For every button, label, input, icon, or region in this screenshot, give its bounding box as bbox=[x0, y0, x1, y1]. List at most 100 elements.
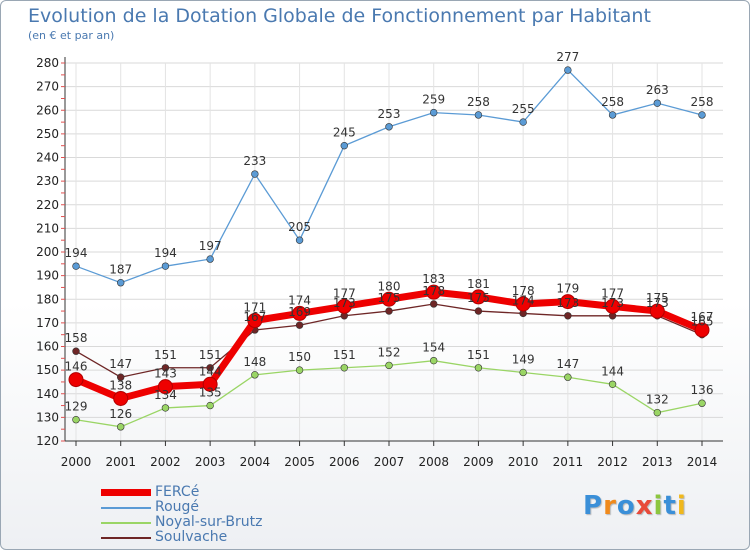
data-label-soulvache-2006: 173 bbox=[333, 296, 356, 310]
y-tick-label-210: 210 bbox=[36, 221, 59, 235]
y-tick-label-170: 170 bbox=[36, 316, 59, 330]
data-label-soulvache-2003: 151 bbox=[199, 348, 222, 362]
logo-letter: i bbox=[676, 491, 687, 521]
data-label-soulvache-2001: 147 bbox=[109, 357, 132, 371]
point-ferc--2011 bbox=[560, 294, 576, 310]
point-roug--2001 bbox=[117, 279, 125, 287]
legend-swatch-roug- bbox=[101, 506, 151, 509]
data-label-noyal-sur-brutz-2006: 151 bbox=[333, 348, 356, 362]
data-label-noyal-sur-brutz-2000: 129 bbox=[65, 400, 88, 414]
chart-title: Evolution de la Dotation Globale de Fonc… bbox=[28, 5, 651, 27]
legend-item-noyal-sur-brutz: Noyal-sur-Brutz bbox=[101, 515, 263, 530]
axes: 120 130 140 150 160 170 180 190 200 210 220 230 240 2… bbox=[36, 56, 723, 469]
data-label-noyal-sur-brutz-2010: 149 bbox=[512, 352, 535, 366]
point-ferc--2006 bbox=[336, 298, 352, 314]
data-label-ferc--2004: 171 bbox=[243, 301, 266, 315]
data-label-roug--2007: 253 bbox=[378, 107, 401, 121]
point-ferc--2002 bbox=[157, 379, 173, 395]
legend-item-ferc-: FERCé bbox=[101, 485, 263, 500]
point-soulvache-2011 bbox=[564, 312, 572, 320]
point-noyal-sur-brutz-2007 bbox=[385, 361, 393, 370]
data-label-roug--2013: 263 bbox=[646, 83, 669, 97]
data-label-soulvache-2009: 175 bbox=[467, 291, 490, 305]
legend-swatch-ferc- bbox=[101, 489, 151, 496]
point-noyal-sur-brutz-2005 bbox=[295, 366, 304, 374]
y-tick-label-230: 230 bbox=[36, 174, 59, 188]
y-tick-label-220: 220 bbox=[36, 198, 59, 212]
data-label-roug--2005: 205 bbox=[288, 220, 311, 234]
y-tick-label-120: 120 bbox=[36, 434, 59, 448]
data-label-ferc--2009: 181 bbox=[467, 277, 490, 291]
data-label-ferc--2014: 167 bbox=[691, 310, 714, 324]
point-ferc--2001 bbox=[113, 390, 129, 406]
x-tick-label-2003: 2003 bbox=[195, 455, 226, 469]
data-label-roug--2006: 245 bbox=[333, 126, 356, 140]
point-ferc--2009 bbox=[470, 289, 486, 305]
data-label-soulvache-2013: 173 bbox=[646, 296, 669, 310]
point-noyal-sur-brutz-2012 bbox=[608, 380, 617, 388]
y-tick-label-190: 190 bbox=[36, 269, 59, 283]
point-roug--2007 bbox=[385, 123, 393, 131]
x-tick-label-2005: 2005 bbox=[284, 455, 315, 469]
y-tick-label-250: 250 bbox=[36, 127, 59, 141]
point-ferc--2000 bbox=[68, 372, 84, 388]
legend-label-roug-: Rougé bbox=[155, 499, 200, 515]
point-roug--2000 bbox=[72, 262, 80, 270]
y-tick-label-280: 280 bbox=[36, 56, 59, 70]
point-roug--2014 bbox=[698, 111, 706, 119]
x-tick-label-2002: 2002 bbox=[150, 455, 181, 469]
legend-label-noyal-sur-brutz: Noyal-sur-Brutz bbox=[155, 514, 263, 530]
data-label-noyal-sur-brutz-2012: 144 bbox=[601, 364, 624, 378]
point-noyal-sur-brutz-2000 bbox=[72, 416, 80, 424]
y-tick-label-180: 180 bbox=[36, 292, 59, 306]
data-label-noyal-sur-brutz-2008: 154 bbox=[422, 341, 445, 355]
logo-letter: t bbox=[663, 491, 677, 521]
point-soulvache-2005 bbox=[295, 321, 304, 329]
x-tick-label-2001: 2001 bbox=[105, 455, 136, 469]
data-label-noyal-sur-brutz-2005: 150 bbox=[288, 350, 311, 364]
point-ferc--2013 bbox=[649, 303, 665, 319]
point-noyal-sur-brutz-2010 bbox=[519, 368, 527, 377]
data-label-ferc--2002: 143 bbox=[154, 367, 177, 381]
point-ferc--2003 bbox=[202, 376, 218, 392]
point-roug--2003 bbox=[206, 255, 214, 263]
data-label-noyal-sur-brutz-2011: 147 bbox=[556, 357, 579, 371]
point-noyal-sur-brutz-2006 bbox=[340, 364, 348, 372]
x-tick-label-2004: 2004 bbox=[240, 455, 271, 469]
data-label-noyal-sur-brutz-2014: 136 bbox=[691, 383, 714, 397]
data-label-soulvache-2005: 169 bbox=[288, 305, 311, 319]
point-ferc--2007 bbox=[381, 291, 397, 307]
data-labels: 194 187 194 197 233 205 245 253 259 258 255 277 258 2… bbox=[65, 50, 714, 421]
data-label-soulvache-2010: 174 bbox=[512, 293, 535, 307]
data-label-ferc--2006: 177 bbox=[333, 286, 356, 300]
data-label-roug--2004: 233 bbox=[243, 154, 266, 168]
data-label-roug--2010: 255 bbox=[512, 102, 535, 116]
y-tick-label-200: 200 bbox=[36, 245, 59, 259]
point-ferc--2012 bbox=[605, 298, 621, 314]
point-ferc--2010 bbox=[515, 296, 531, 312]
point-ferc--2005 bbox=[292, 305, 308, 321]
point-roug--2002 bbox=[161, 262, 170, 270]
x-tick-label-2013: 2013 bbox=[642, 455, 673, 469]
point-noyal-sur-brutz-2011 bbox=[564, 373, 572, 381]
proxiti-logo: Proxiti bbox=[583, 491, 687, 521]
x-tick-label-2014: 2014 bbox=[687, 455, 718, 469]
point-soulvache-2000 bbox=[72, 347, 80, 355]
x-tick-label-2012: 2012 bbox=[597, 455, 628, 469]
data-label-noyal-sur-brutz-2002: 134 bbox=[154, 388, 177, 402]
legend-item-roug-: Rougé bbox=[101, 500, 263, 515]
data-label-ferc--2000: 146 bbox=[65, 360, 88, 374]
point-noyal-sur-brutz-2014 bbox=[698, 399, 706, 407]
data-label-ferc--2001: 138 bbox=[109, 378, 132, 392]
point-soulvache-2001 bbox=[117, 373, 125, 381]
data-label-roug--2012: 258 bbox=[601, 95, 624, 109]
x-tick-label-2010: 2010 bbox=[508, 455, 539, 469]
data-label-noyal-sur-brutz-2009: 151 bbox=[467, 348, 490, 362]
y-tick-label-160: 160 bbox=[36, 340, 59, 354]
point-roug--2004 bbox=[251, 170, 259, 178]
data-label-noyal-sur-brutz-2013: 132 bbox=[646, 393, 669, 407]
point-ferc--2004 bbox=[247, 313, 263, 329]
point-roug--2009 bbox=[474, 111, 483, 119]
